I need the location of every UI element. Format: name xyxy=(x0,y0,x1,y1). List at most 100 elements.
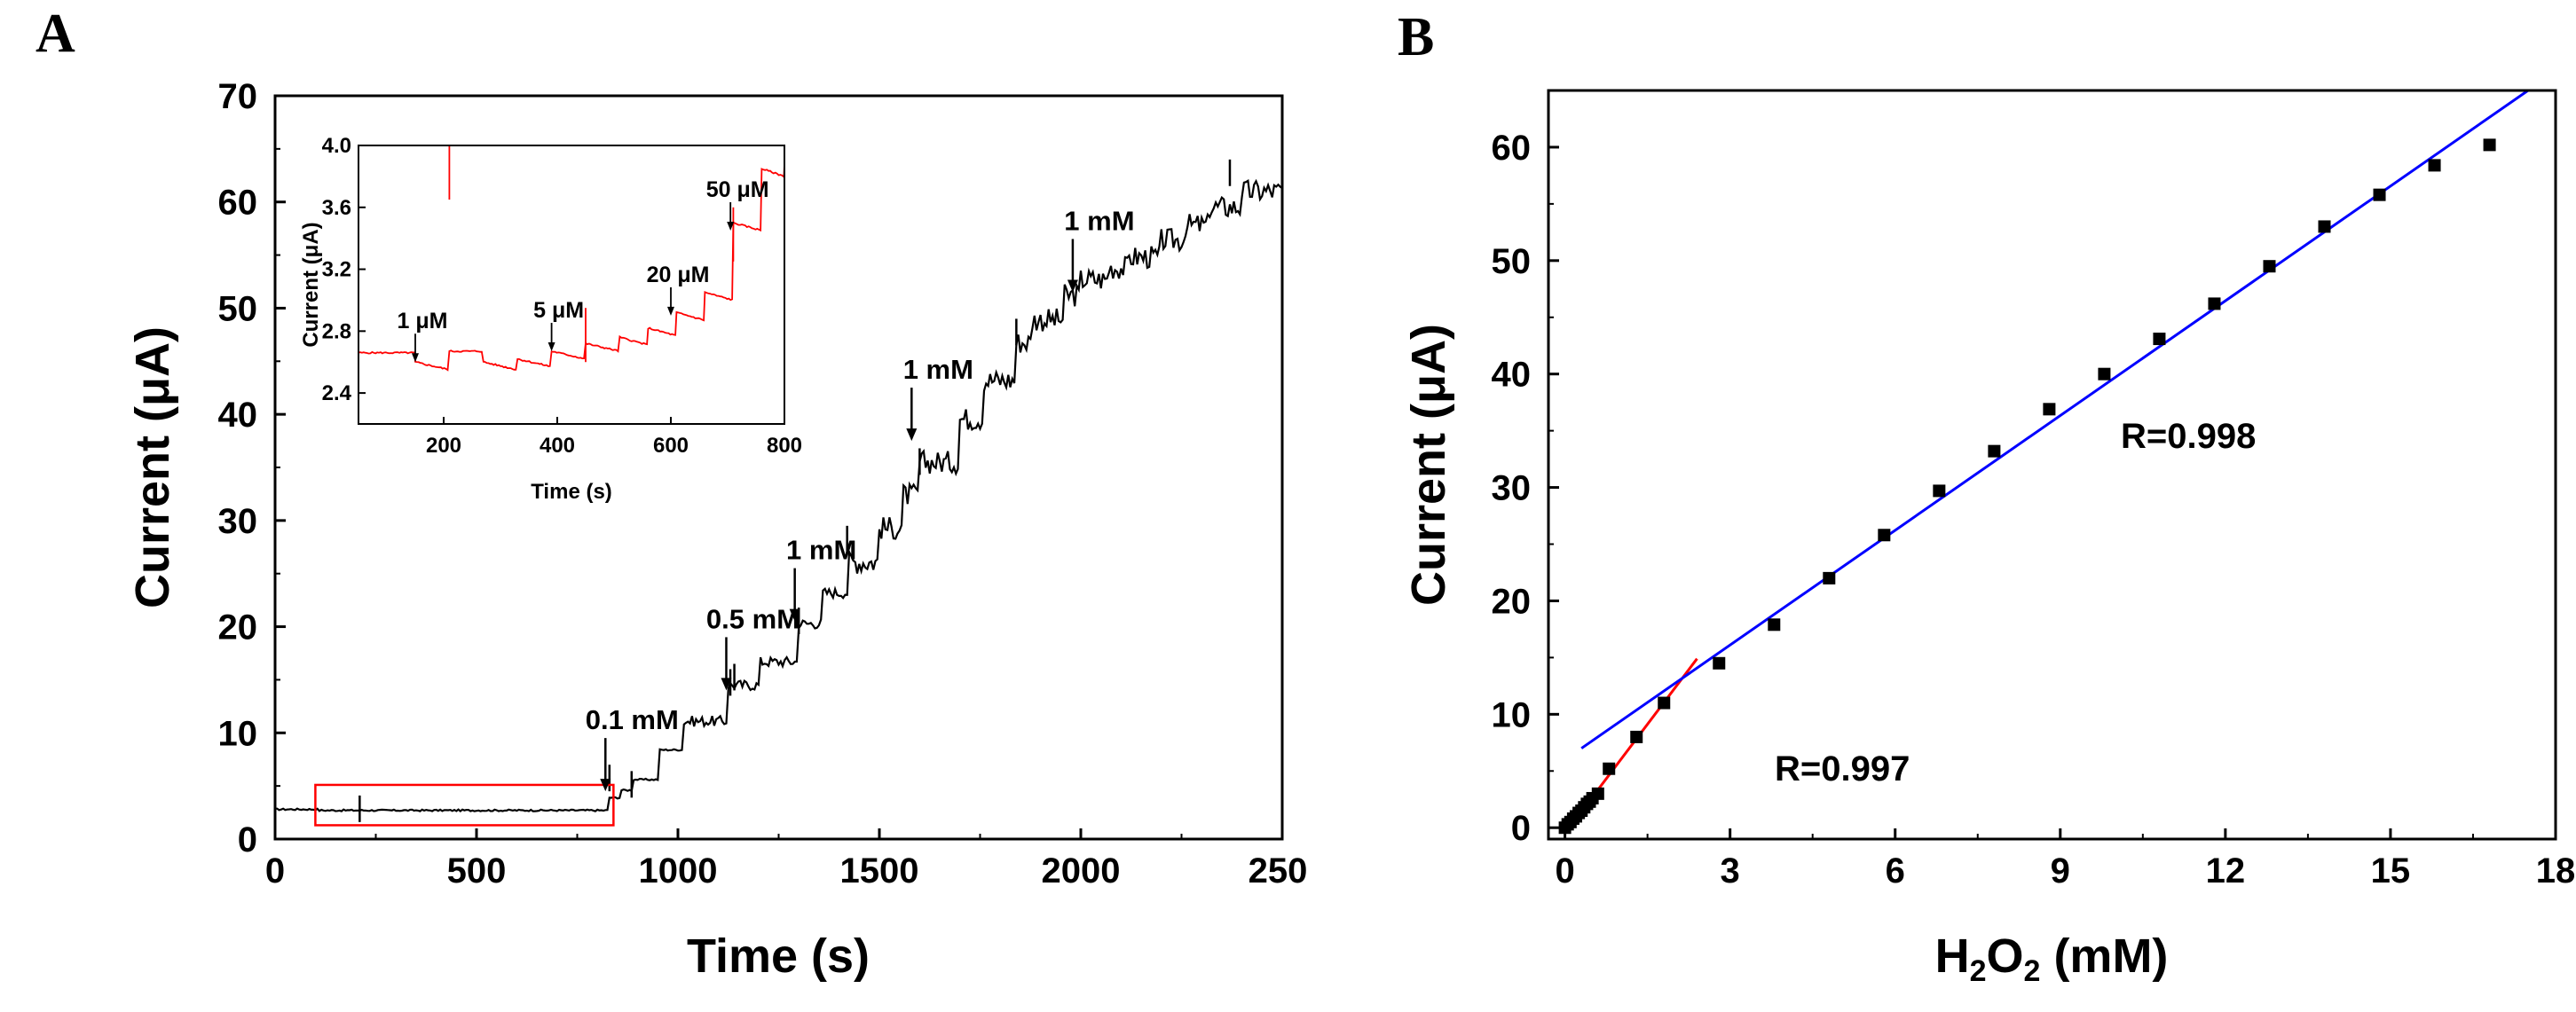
y-tick-label: 40 xyxy=(218,396,258,435)
annotation-arrow-head xyxy=(600,779,611,792)
inset-y-tick-label: 2.8 xyxy=(322,319,351,343)
chart-a-data-layer xyxy=(275,159,1283,822)
data-point xyxy=(2483,138,2496,152)
y-tick-label: 20 xyxy=(1492,582,1532,621)
inset-annotation-label: 20 μM xyxy=(647,263,710,287)
data-point xyxy=(2428,159,2441,172)
y-tick-label: 20 xyxy=(218,608,258,647)
inset-ylabel: Current (μA) xyxy=(299,222,323,347)
x-tick-label: 250 xyxy=(1249,851,1308,890)
data-point xyxy=(2098,367,2111,380)
chart-b-xlabel: H2O2 (mM) xyxy=(1935,930,2169,988)
x-tick-label: 0 xyxy=(1555,851,1574,890)
inset-y-tick-label: 3.2 xyxy=(322,258,351,282)
inset-annotation-label: 1 μM xyxy=(398,309,448,333)
inset-background xyxy=(358,145,784,424)
annotation-arrow-head xyxy=(906,428,918,442)
x-tick-label: 0 xyxy=(265,851,285,890)
x-tick-label: 500 xyxy=(447,851,507,890)
inset-annotation-arrow-head xyxy=(412,353,419,363)
inset-x-tick-label: 200 xyxy=(426,434,461,458)
data-point xyxy=(2153,333,2166,346)
inset-annotation-label: 50 μM xyxy=(706,177,769,202)
fit-line xyxy=(1580,89,2529,749)
inset-xlabel: Time (s) xyxy=(531,480,612,504)
chart-b-ylabel: Current (μA) xyxy=(1402,324,1455,606)
chart-a-xlabel: Time (s) xyxy=(687,930,870,983)
x-tick-label: 6 xyxy=(1886,851,1905,890)
annotation-label: 1 mM xyxy=(786,535,856,566)
inset-series-trace xyxy=(358,163,785,372)
y-tick-label: 50 xyxy=(218,289,258,328)
data-point xyxy=(1988,444,2001,458)
panel-label-b: B xyxy=(1398,7,1434,67)
data-point xyxy=(2043,403,2056,416)
data-point xyxy=(2263,260,2276,273)
y-tick-label: 60 xyxy=(218,184,258,223)
data-point xyxy=(1658,696,1671,710)
inset-frame xyxy=(358,145,785,425)
series-current-trace xyxy=(275,178,1283,813)
panel-label-a: A xyxy=(35,4,75,64)
inset-y-tick-label: 2.4 xyxy=(322,381,352,405)
inset-data-layer xyxy=(358,145,785,372)
data-point xyxy=(1878,529,1891,542)
y-tick-label: 50 xyxy=(1492,242,1532,281)
x-tick-label: 1500 xyxy=(840,851,919,890)
data-point xyxy=(1933,484,1946,498)
y-tick-label: 40 xyxy=(1492,356,1532,395)
chart-b-data-layer xyxy=(1558,89,2529,835)
data-point xyxy=(1630,730,1643,743)
y-tick-label: 70 xyxy=(218,77,258,116)
data-point xyxy=(2318,220,2331,233)
inset-chart: 200 400 600 800 2.4 2.8 3.2 3.6 4.0 1 μM 5 μM 20 μ… xyxy=(299,134,802,504)
chart-a-ylabel: Current (μA) xyxy=(126,326,179,608)
x-tick-label: 15 xyxy=(2371,851,2411,890)
annotation-label: 0.5 mM xyxy=(706,603,800,634)
y-tick-label: 60 xyxy=(1492,129,1532,168)
data-point xyxy=(1713,656,1726,670)
x-tick-label: 2000 xyxy=(1042,851,1121,890)
y-tick-label: 10 xyxy=(1492,695,1532,734)
inset-annotation-arrow-head xyxy=(547,342,555,352)
annotation-arrow-head xyxy=(789,608,800,622)
data-point xyxy=(1823,571,1836,584)
y-tick-label: 0 xyxy=(238,820,257,859)
x-tick-label: 12 xyxy=(2206,851,2246,890)
x-tick-label: 9 xyxy=(2051,851,2070,890)
data-point xyxy=(1768,618,1781,632)
data-point xyxy=(1591,787,1604,800)
annotation-arrow-head xyxy=(1067,279,1078,293)
chart-b-ticks: 0 3 6 9 12 15 18 0 10 20 30 40 50 60 xyxy=(1492,129,2576,890)
inset-x-tick-label: 800 xyxy=(767,434,802,458)
y-tick-label: 10 xyxy=(218,714,258,753)
inset-x-tick-label: 600 xyxy=(653,434,689,458)
y-tick-label: 30 xyxy=(1492,469,1532,508)
data-point xyxy=(2373,188,2386,201)
annotation-label: 0.1 mM xyxy=(586,704,679,735)
inset-y-tick-label: 4.0 xyxy=(322,134,351,158)
data-point xyxy=(2208,297,2221,310)
inset-annotations: 1 μM 5 μM 20 μM 50 μM xyxy=(398,177,769,363)
data-point xyxy=(1603,762,1616,775)
chart-a-highlight-layer xyxy=(314,783,615,827)
inset-ticks: 200 400 600 800 2.4 2.8 3.2 3.6 4.0 xyxy=(322,134,802,458)
inset-annotation-arrow-head xyxy=(667,306,674,316)
y-tick-label: 30 xyxy=(218,502,258,541)
inset-x-tick-label: 400 xyxy=(540,434,575,458)
annotation-arrow-head xyxy=(721,678,732,691)
fit-label-high: R=0.998 xyxy=(2121,417,2256,456)
inset-annotation-label: 5 μM xyxy=(533,298,584,323)
inset-region-box xyxy=(314,783,615,827)
chart-a-annotations: 0.1 mM 0.5 mM 1 mM 1 mM 1 mM xyxy=(586,205,1135,792)
inset-annotation-arrow-head xyxy=(727,221,735,231)
annotation-label: 1 mM xyxy=(903,354,973,385)
x-tick-label: 3 xyxy=(1721,851,1740,890)
inset-y-tick-label: 3.6 xyxy=(322,196,351,220)
x-tick-label: 18 xyxy=(2536,851,2576,890)
fit-label-low: R=0.997 xyxy=(1775,749,1910,788)
